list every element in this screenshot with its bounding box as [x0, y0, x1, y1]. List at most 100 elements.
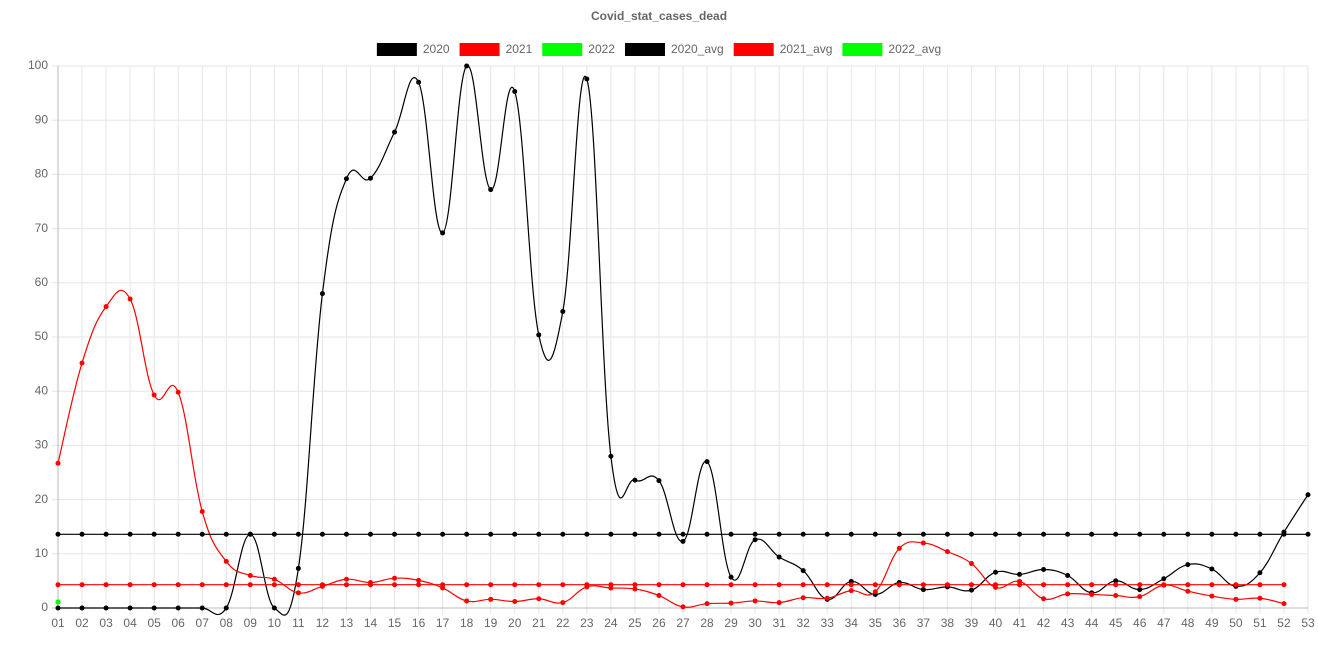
data-point — [920, 540, 926, 546]
data-point — [1113, 582, 1119, 588]
data-point — [584, 582, 590, 588]
data-point — [295, 565, 301, 571]
data-point — [464, 63, 470, 69]
data-point — [151, 392, 157, 398]
data-point — [993, 531, 998, 537]
x-tick-label: 32 — [797, 616, 811, 630]
y-tick-label: 60 — [35, 275, 49, 289]
x-tick-label: 48 — [1181, 616, 1195, 630]
data-point — [800, 531, 806, 537]
data-point — [1017, 531, 1023, 537]
data-point — [127, 605, 133, 611]
data-point — [1041, 531, 1047, 537]
data-point — [728, 531, 734, 537]
data-point — [440, 582, 446, 588]
data-point — [55, 599, 61, 605]
x-tick-label: 43 — [1061, 616, 1075, 630]
data-point — [1113, 578, 1119, 584]
legend-label: 2020 — [423, 42, 450, 56]
data-point — [704, 531, 710, 537]
x-tick-label: 24 — [604, 616, 618, 630]
data-point — [848, 588, 854, 594]
data-point — [896, 531, 902, 537]
data-point — [151, 605, 157, 611]
data-point — [728, 600, 734, 606]
x-tick-label: 01 — [51, 616, 65, 630]
legend-label: 2021 — [506, 42, 533, 56]
chart-title: Covid_stat_cases_dead — [591, 9, 727, 23]
data-point — [776, 600, 782, 606]
legend-label: 2021_avg — [780, 42, 833, 56]
data-point — [440, 531, 446, 537]
data-point — [968, 561, 974, 567]
x-tick-label: 11 — [292, 616, 305, 630]
data-point — [656, 531, 662, 537]
legend-swatch — [733, 43, 774, 56]
x-tick-label: 14 — [364, 616, 378, 630]
data-point — [319, 531, 325, 537]
x-tick-label: 08 — [220, 616, 234, 630]
data-point — [103, 304, 109, 310]
data-point — [920, 582, 926, 588]
x-tick-label: 36 — [893, 616, 907, 630]
data-point — [1161, 531, 1167, 537]
data-point — [728, 582, 734, 588]
data-point — [752, 531, 758, 537]
data-point — [656, 582, 662, 588]
data-point — [223, 582, 229, 588]
x-tick-label: 49 — [1205, 616, 1219, 630]
data-point — [1185, 588, 1191, 594]
y-tick-label: 50 — [35, 329, 49, 343]
data-point — [1233, 531, 1239, 537]
data-point — [680, 531, 686, 537]
data-point — [752, 582, 758, 588]
data-point — [488, 596, 494, 602]
data-point — [464, 582, 470, 588]
data-point — [1065, 582, 1071, 588]
data-point — [944, 531, 950, 537]
data-point — [560, 309, 566, 315]
x-tick-label: 50 — [1229, 616, 1243, 630]
data-point — [247, 572, 253, 578]
data-point — [608, 453, 614, 459]
data-point — [295, 590, 301, 596]
data-point — [175, 389, 181, 395]
data-point — [55, 582, 61, 588]
data-point — [944, 549, 950, 555]
data-point — [151, 582, 157, 588]
data-point — [968, 587, 974, 593]
data-point — [776, 531, 782, 537]
data-point — [632, 582, 638, 588]
data-point — [680, 538, 686, 544]
data-point — [392, 129, 398, 135]
data-point — [79, 531, 85, 537]
data-point — [343, 576, 349, 582]
data-point — [704, 459, 710, 465]
x-tick-label: 45 — [1109, 616, 1123, 630]
data-point — [416, 79, 422, 85]
data-point — [392, 582, 398, 588]
data-point — [1185, 531, 1191, 537]
data-point — [103, 605, 109, 611]
data-point — [1137, 531, 1143, 537]
legend-label: 2022 — [588, 42, 615, 56]
data-point — [247, 531, 253, 537]
data-point — [536, 531, 542, 537]
data-point — [488, 531, 494, 537]
data-point — [704, 582, 710, 588]
x-tick-label: 34 — [845, 616, 859, 630]
data-point — [392, 575, 398, 581]
data-point — [103, 531, 109, 537]
data-point — [416, 577, 422, 583]
data-point — [392, 531, 398, 537]
data-point — [79, 605, 85, 611]
data-point — [55, 531, 61, 537]
data-point — [55, 605, 61, 611]
data-point — [536, 582, 542, 588]
data-point — [1185, 562, 1191, 568]
legend-swatch — [542, 43, 583, 56]
x-tick-label: 22 — [556, 616, 570, 630]
legend-swatch — [376, 43, 417, 56]
data-point — [656, 478, 662, 484]
